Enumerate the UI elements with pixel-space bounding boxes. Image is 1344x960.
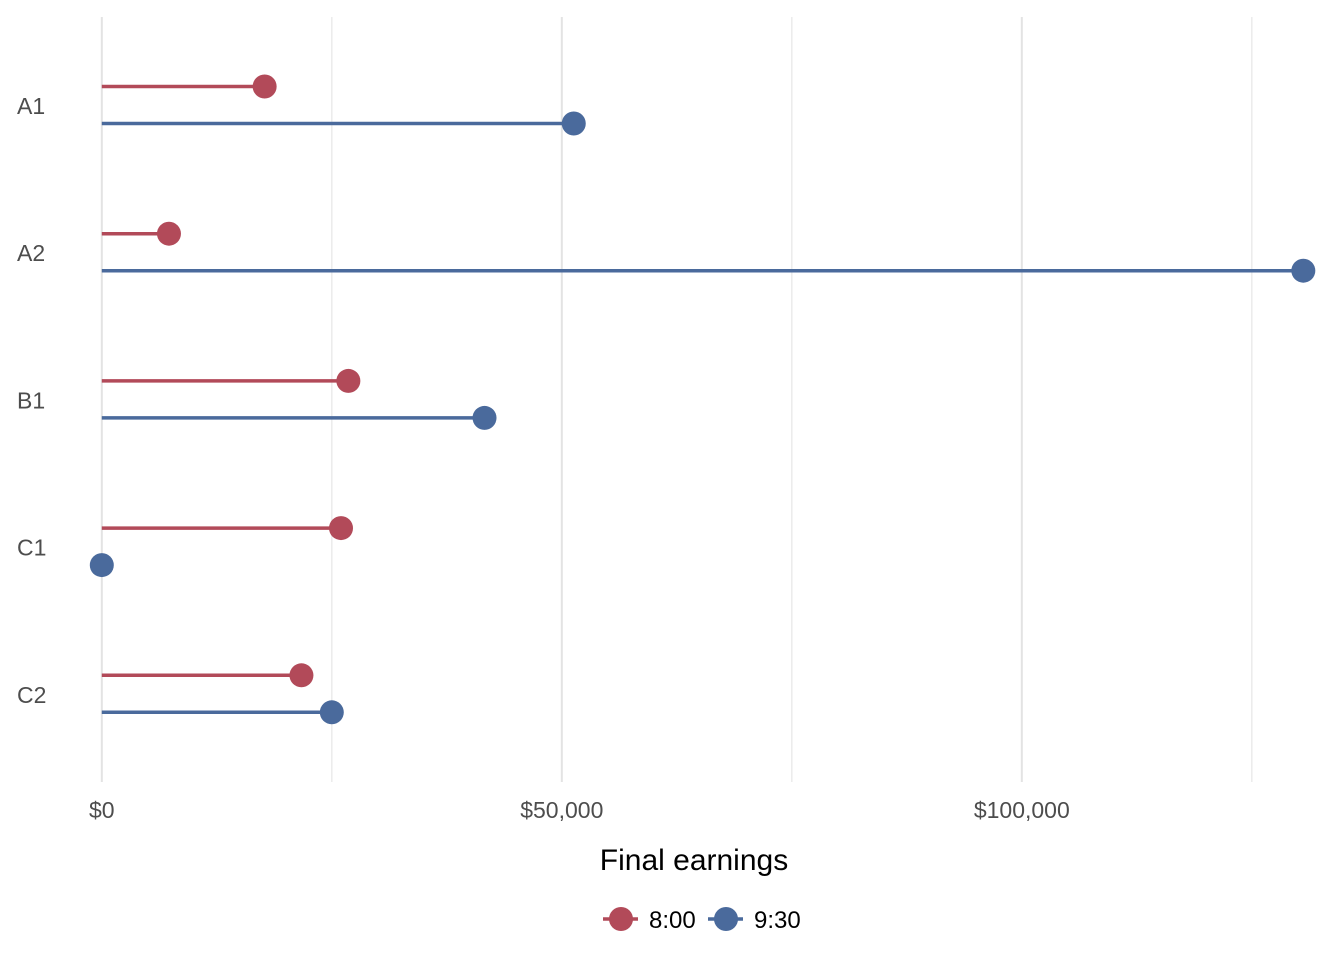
lollipop-point <box>289 663 314 688</box>
legend-key-point <box>609 907 633 931</box>
y-tick-label: C1 <box>17 535 46 561</box>
y-tick-label: C2 <box>17 682 46 708</box>
y-tick-label: B1 <box>17 387 45 413</box>
x-tick-label: $100,000 <box>974 797 1070 823</box>
lollipop-point <box>89 553 114 578</box>
x-axis-labels: $0 $50,000 $100,000 <box>89 797 1070 823</box>
lollipop-point <box>1291 258 1316 283</box>
grid-lines <box>100 17 1253 782</box>
y-tick-label: A1 <box>17 93 45 119</box>
legend-key-point <box>714 907 738 931</box>
lollipop-point <box>252 74 277 99</box>
legend-label: 9:30 <box>754 907 801 934</box>
lollipop-point <box>319 700 344 725</box>
x-tick-label: $0 <box>89 797 115 823</box>
lollipop-point <box>561 111 586 136</box>
chart-marks <box>89 74 1316 725</box>
lollipop-point <box>156 221 181 246</box>
y-axis-labels: A1 A2 B1 C1 C2 <box>17 93 46 708</box>
y-tick-label: A2 <box>17 240 45 266</box>
legend-label: 8:00 <box>649 907 696 934</box>
legend: 8:00 9:30 <box>603 907 801 934</box>
lollipop-point <box>472 405 497 430</box>
x-tick-label: $50,000 <box>520 797 603 823</box>
lollipop-point <box>336 368 361 393</box>
x-axis-title: Final earnings <box>600 844 788 877</box>
lollipop-point <box>329 516 353 541</box>
